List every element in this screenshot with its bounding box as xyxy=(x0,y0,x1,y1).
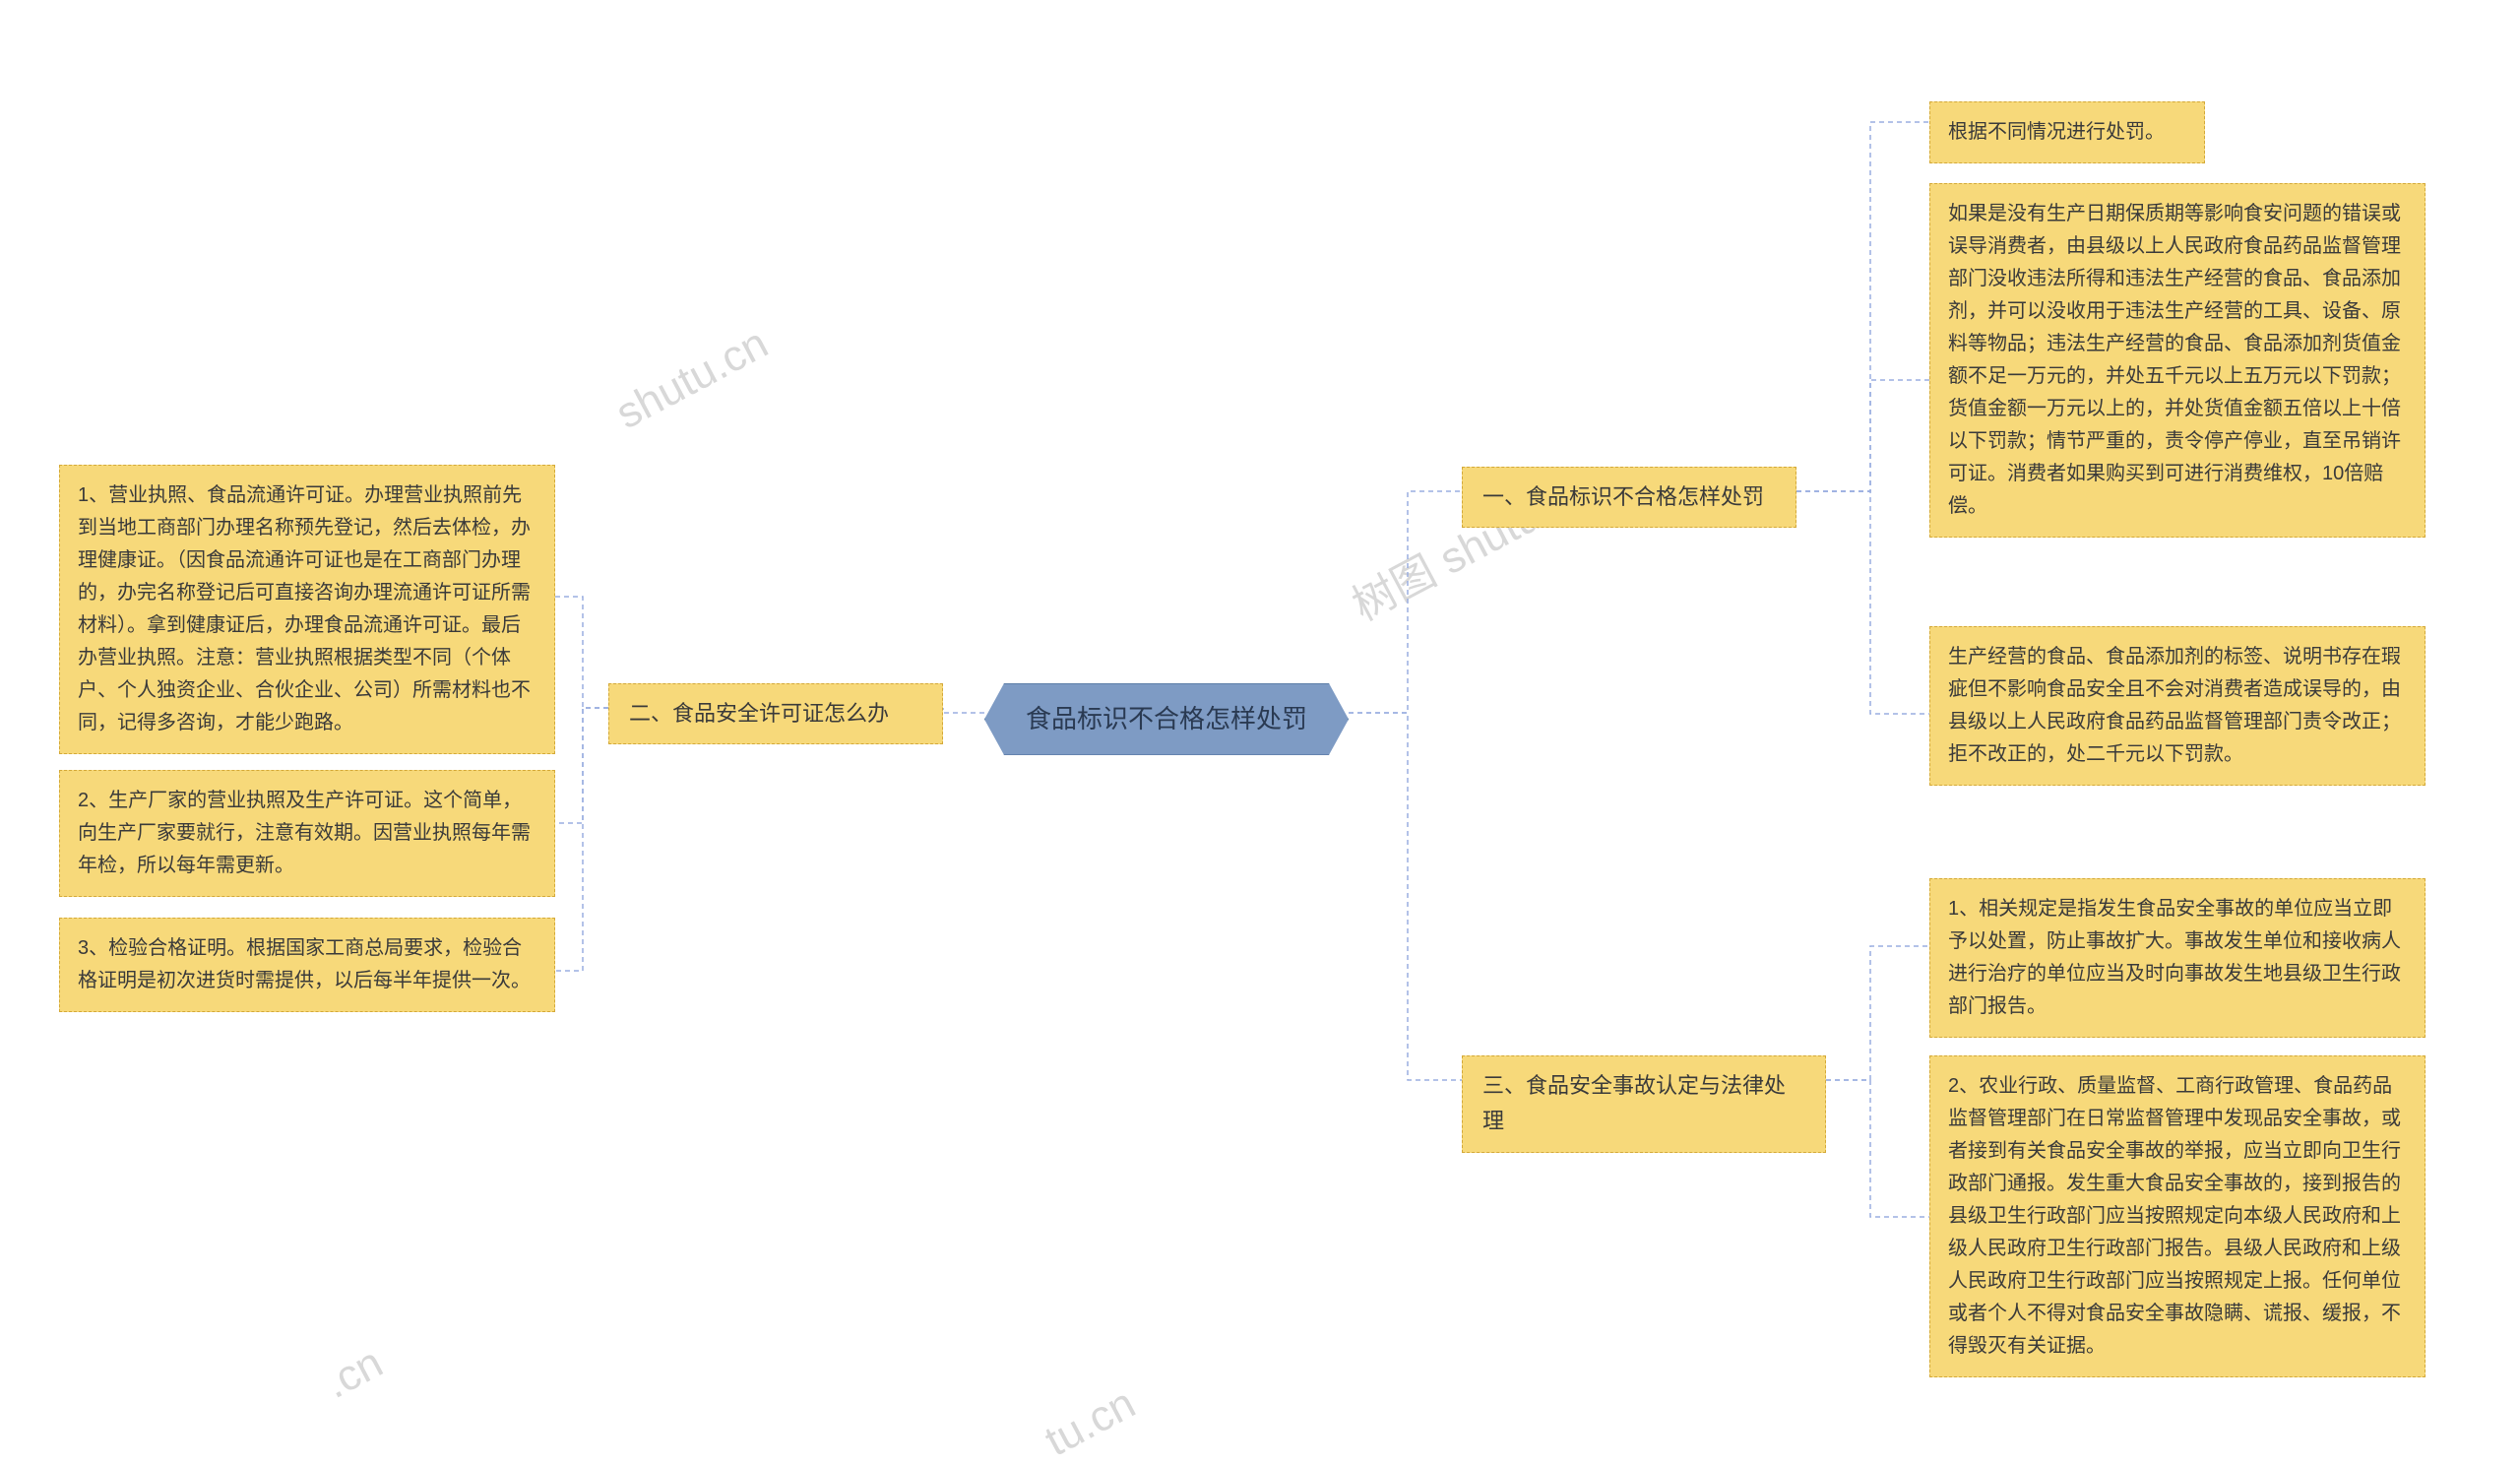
branch-node-r1: 一、食品标识不合格怎样处罚 xyxy=(1462,467,1796,528)
leaf-node: 根据不同情况进行处罚。 xyxy=(1929,101,2205,163)
branch-node-l1: 二、食品安全许可证怎么办 xyxy=(608,683,943,744)
leaf-node: 2、农业行政、质量监督、工商行政管理、食品药品监督管理部门在日常监督管理中发现品… xyxy=(1929,1055,2426,1377)
leaf-node: 如果是没有生产日期保质期等影响食安问题的错误或误导消费者，由县级以上人民政府食品… xyxy=(1929,183,2426,538)
watermark: .cn xyxy=(317,1338,391,1409)
leaf-node: 2、生产厂家的营业执照及生产许可证。这个简单，向生产厂家要就行，注意有效期。因营… xyxy=(59,770,555,897)
leaf-node: 生产经营的食品、食品添加剂的标签、说明书存在瑕疵但不影响食品安全且不会对消费者造… xyxy=(1929,626,2426,786)
leaf-node: 3、检验合格证明。根据国家工商总局要求，检验合格证明是初次进货时需提供，以后每半… xyxy=(59,918,555,1012)
branch-node-r2: 三、食品安全事故认定与法律处理 xyxy=(1462,1055,1826,1153)
watermark: shutu.cn xyxy=(608,319,776,439)
mindmap-canvas: shutu.cn 树图 shutu.cn .cn tu.cn 食品标识不合格怎样… xyxy=(0,0,2520,1445)
root-node: 食品标识不合格怎样处罚 xyxy=(984,683,1349,755)
watermark: tu.cn xyxy=(1038,1379,1144,1466)
leaf-node: 1、相关规定是指发生食品安全事故的单位应当立即予以处置，防止事故扩大。事故发生单… xyxy=(1929,878,2426,1038)
leaf-node: 1、营业执照、食品流通许可证。办理营业执照前先到当地工商部门办理名称预先登记，然… xyxy=(59,465,555,754)
